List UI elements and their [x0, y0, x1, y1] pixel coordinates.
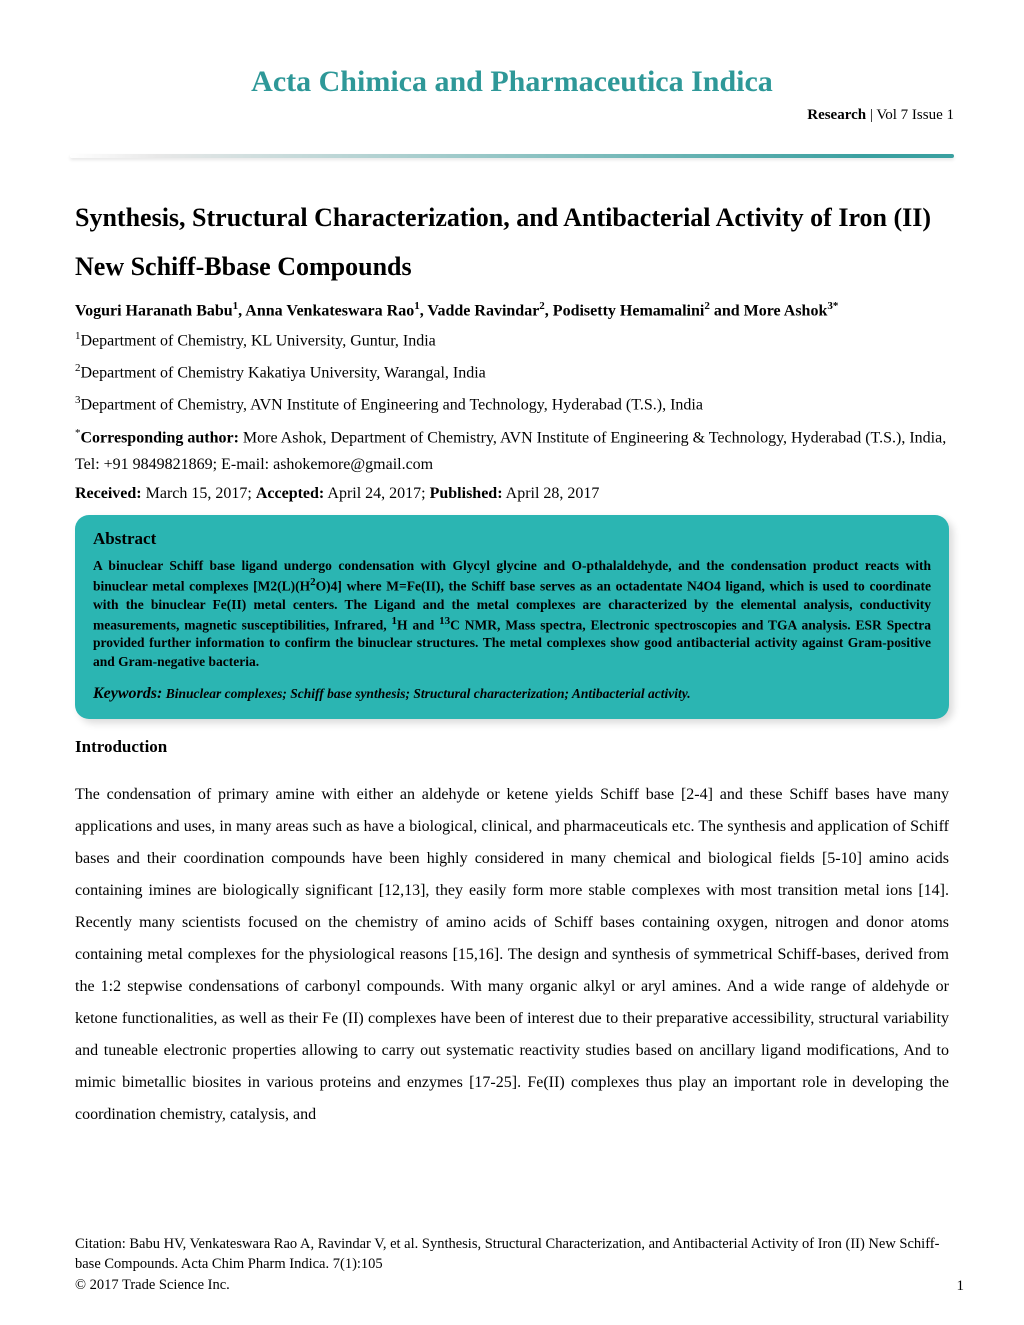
published-value: April 28, 2017 — [503, 485, 600, 502]
keywords-line: Keywords: Binuclear complexes; Schiff ba… — [93, 685, 931, 703]
abstract-heading: Abstract — [93, 529, 931, 549]
received-label: Received: — [75, 485, 142, 502]
header-separator — [70, 154, 954, 158]
published-label: Published: — [430, 485, 503, 502]
paper-title: Synthesis, Structural Characterization, … — [75, 193, 949, 292]
keywords-text: Binuclear complexes; Schiff base synthes… — [162, 686, 690, 701]
corresponding-author: *Corresponding author: More Ashok, Depar… — [75, 424, 949, 479]
authors: Voguri Haranath Babu1, Anna Venkateswara… — [75, 300, 949, 320]
copyright-text: © 2017 Trade Science Inc. — [75, 1275, 949, 1295]
affiliation: 3Department of Chemistry, AVN Institute … — [75, 392, 949, 418]
corresponding-label: Corresponding author: — [81, 429, 239, 446]
keywords-label: Keywords: — [93, 685, 162, 702]
issue-text: Vol 7 Issue 1 — [876, 107, 954, 123]
received-value: March 15, 2017; — [142, 485, 256, 502]
research-label: Research — [807, 107, 866, 123]
footer: Citation: Babu HV, Venkateswara Rao A, R… — [75, 1234, 949, 1295]
dates-line: Received: March 15, 2017; Accepted: Apri… — [75, 485, 949, 503]
abstract-box: Abstract A binuclear Schiff base ligand … — [75, 515, 949, 719]
journal-title: Acta Chimica and Pharmaceutica Indica — [45, 65, 979, 99]
accepted-label: Accepted: — [256, 485, 324, 502]
introduction-heading: Introduction — [75, 737, 949, 757]
affiliation: 2Department of Chemistry Kakatiya Univer… — [75, 360, 949, 386]
affiliation: 1Department of Chemistry, KL University,… — [75, 328, 949, 354]
citation-text: Citation: Babu HV, Venkateswara Rao A, R… — [75, 1234, 949, 1275]
accepted-value: April 24, 2017; — [324, 485, 429, 502]
page-number: 1 — [957, 1278, 965, 1295]
abstract-text: A binuclear Schiff base ligand undergo c… — [93, 557, 931, 671]
issue-line: Research | Vol 7 Issue 1 — [45, 107, 979, 124]
introduction-body: The condensation of primary amine with e… — [75, 779, 949, 1131]
